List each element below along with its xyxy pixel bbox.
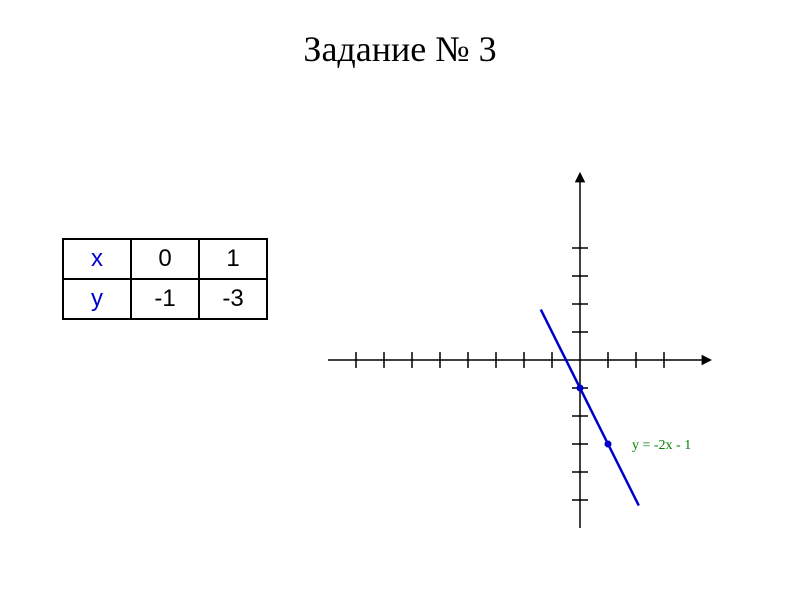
- table-cell-y1: -3: [199, 279, 267, 319]
- table-cell-x1: 1: [199, 239, 267, 279]
- table-header-y: y: [63, 279, 131, 319]
- page-title: Задание № 3: [0, 28, 800, 70]
- chart-svg: [320, 150, 760, 570]
- equation-label: y = -2x - 1: [632, 438, 691, 454]
- table-header-x: x: [63, 239, 131, 279]
- xy-table: x 0 1 y -1 -3: [62, 238, 268, 320]
- table-cell-x0: 0: [131, 239, 199, 279]
- table-cell-y0: -1: [131, 279, 199, 319]
- line-chart: y = -2x - 1: [320, 150, 760, 570]
